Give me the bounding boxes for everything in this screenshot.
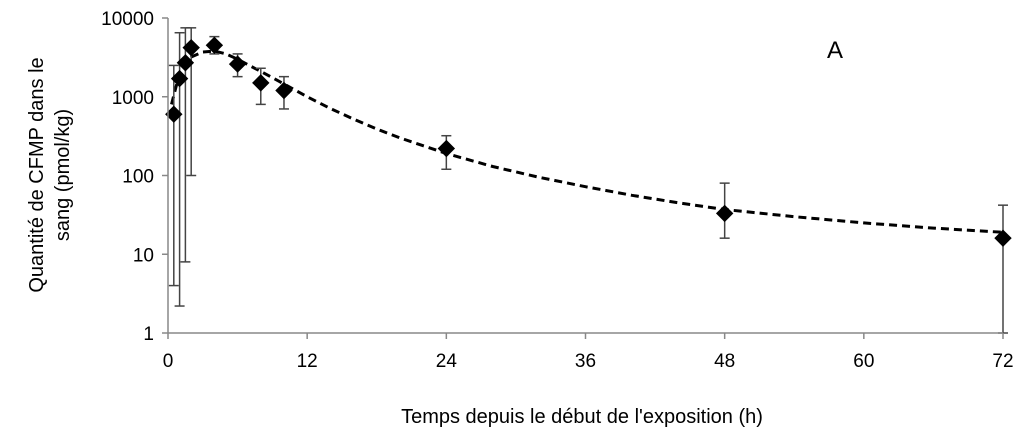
y-tick-label: 10	[133, 245, 154, 266]
x-tick-label: 12	[297, 351, 318, 372]
y-tick-label: 1000	[112, 88, 154, 109]
data-point-marker	[715, 204, 734, 223]
x-tick-label: 36	[575, 351, 596, 372]
x-tick-label: 0	[163, 351, 174, 372]
data-point-marker	[170, 69, 189, 88]
y-tick-label: 1	[143, 324, 154, 345]
y-axis-title-line-1: Quantité de CFMP dans le	[26, 57, 48, 292]
error-bars-layer	[168, 27, 1008, 334]
data-point-marker	[994, 229, 1012, 247]
x-tick-label: 48	[714, 351, 735, 372]
data-point-marker	[205, 36, 224, 55]
fit-curve-line	[170, 49, 1004, 234]
panel-label: A	[827, 37, 843, 64]
data-point-marker	[228, 55, 247, 73]
data-point-marker	[275, 81, 293, 100]
y-tick-label: 10000	[101, 9, 154, 30]
data-point-marker	[252, 74, 270, 92]
x-axis-title: Temps depuis le début de l'exposition (h…	[401, 406, 763, 428]
y-tick-labels: 1 10 100 1000 10000	[101, 9, 154, 345]
x-tick-label: 72	[992, 351, 1013, 372]
data-markers-layer	[165, 36, 1012, 247]
x-tick-label: 60	[853, 351, 874, 372]
data-point-marker	[437, 139, 456, 158]
fit-curve-layer	[170, 49, 1004, 234]
x-tick-label: 24	[436, 351, 458, 372]
y-tick-label: 100	[122, 167, 154, 188]
y-axis-title-line-2: sang (pmol/kg)	[52, 109, 74, 241]
y-axis-title: Quantité de CFMP dans le sang (pmol/kg)	[26, 57, 74, 292]
x-tick-labels: 0 12 24 36 48 60 72	[163, 351, 1014, 372]
data-point-marker	[176, 54, 195, 72]
axes-layer	[162, 17, 1004, 339]
data-point-marker	[182, 38, 200, 57]
